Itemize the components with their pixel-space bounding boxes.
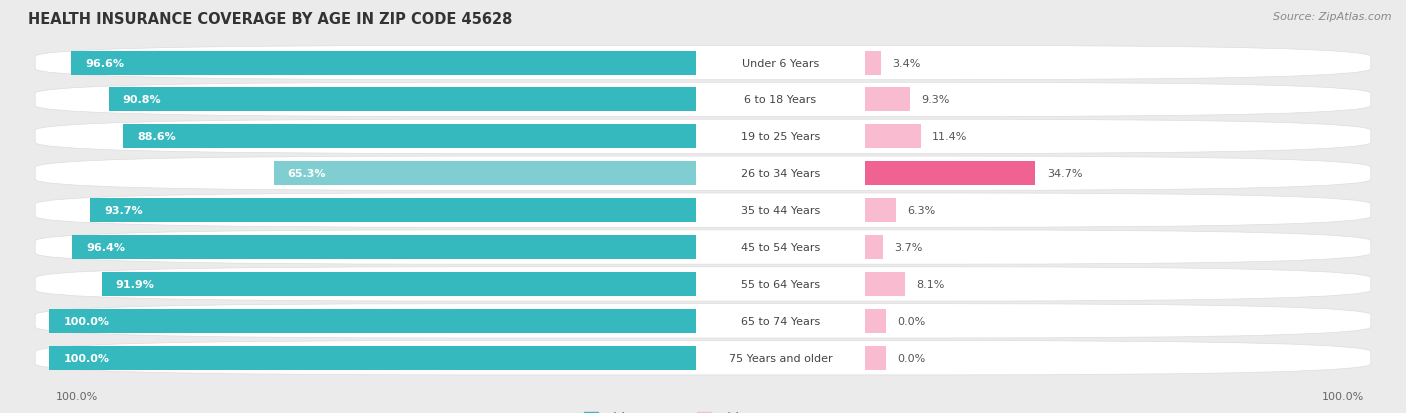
Text: 90.8%: 90.8%	[122, 95, 162, 105]
Text: Source: ZipAtlas.com: Source: ZipAtlas.com	[1274, 12, 1392, 22]
Text: HEALTH INSURANCE COVERAGE BY AGE IN ZIP CODE 45628: HEALTH INSURANCE COVERAGE BY AGE IN ZIP …	[28, 12, 513, 27]
Bar	[101, 272, 696, 296]
Bar	[865, 199, 896, 223]
Bar	[865, 88, 911, 112]
Text: 55 to 64 Years: 55 to 64 Years	[741, 279, 820, 289]
Text: 3.4%: 3.4%	[893, 58, 921, 69]
Bar	[72, 52, 696, 75]
Text: 8.1%: 8.1%	[915, 279, 945, 289]
Text: 26 to 34 Years: 26 to 34 Years	[741, 169, 820, 179]
Text: 9.3%: 9.3%	[922, 95, 950, 105]
Text: 0.0%: 0.0%	[897, 316, 925, 326]
Text: 75 Years and older: 75 Years and older	[728, 353, 832, 363]
Bar	[49, 346, 696, 370]
Bar	[865, 125, 921, 149]
FancyBboxPatch shape	[35, 230, 1371, 265]
Bar	[865, 346, 886, 370]
Text: 100.0%: 100.0%	[56, 392, 98, 401]
FancyBboxPatch shape	[35, 83, 1371, 117]
Text: 96.4%: 96.4%	[87, 242, 125, 252]
Bar	[865, 309, 886, 333]
Text: 19 to 25 Years: 19 to 25 Years	[741, 132, 820, 142]
Bar	[90, 199, 696, 223]
Text: 88.6%: 88.6%	[136, 132, 176, 142]
Bar	[865, 272, 904, 296]
Text: 93.7%: 93.7%	[104, 206, 142, 216]
Text: Under 6 Years: Under 6 Years	[742, 58, 818, 69]
Text: 65.3%: 65.3%	[288, 169, 326, 179]
Text: 100.0%: 100.0%	[1322, 392, 1364, 401]
Text: 34.7%: 34.7%	[1046, 169, 1083, 179]
Bar	[865, 162, 1035, 186]
FancyBboxPatch shape	[35, 46, 1371, 81]
Text: 91.9%: 91.9%	[115, 279, 155, 289]
Text: 6.3%: 6.3%	[907, 206, 935, 216]
Text: 11.4%: 11.4%	[932, 132, 967, 142]
Text: 45 to 54 Years: 45 to 54 Years	[741, 242, 820, 252]
Text: 6 to 18 Years: 6 to 18 Years	[744, 95, 817, 105]
FancyBboxPatch shape	[35, 304, 1371, 338]
Text: 0.0%: 0.0%	[897, 353, 925, 363]
Text: 100.0%: 100.0%	[63, 353, 110, 363]
FancyBboxPatch shape	[35, 341, 1371, 375]
FancyBboxPatch shape	[35, 120, 1371, 154]
Legend: With Coverage, Without Coverage: With Coverage, Without Coverage	[579, 406, 827, 413]
FancyBboxPatch shape	[35, 157, 1371, 191]
FancyBboxPatch shape	[35, 194, 1371, 228]
Text: 3.7%: 3.7%	[894, 242, 922, 252]
Bar	[122, 125, 696, 149]
Bar	[274, 162, 696, 186]
Text: 35 to 44 Years: 35 to 44 Years	[741, 206, 820, 216]
Bar	[49, 309, 696, 333]
Bar	[73, 235, 696, 259]
Text: 96.6%: 96.6%	[86, 58, 124, 69]
Text: 100.0%: 100.0%	[63, 316, 110, 326]
Bar	[865, 52, 882, 75]
Text: 65 to 74 Years: 65 to 74 Years	[741, 316, 820, 326]
Bar	[865, 235, 883, 259]
Bar	[108, 88, 696, 112]
FancyBboxPatch shape	[35, 267, 1371, 301]
